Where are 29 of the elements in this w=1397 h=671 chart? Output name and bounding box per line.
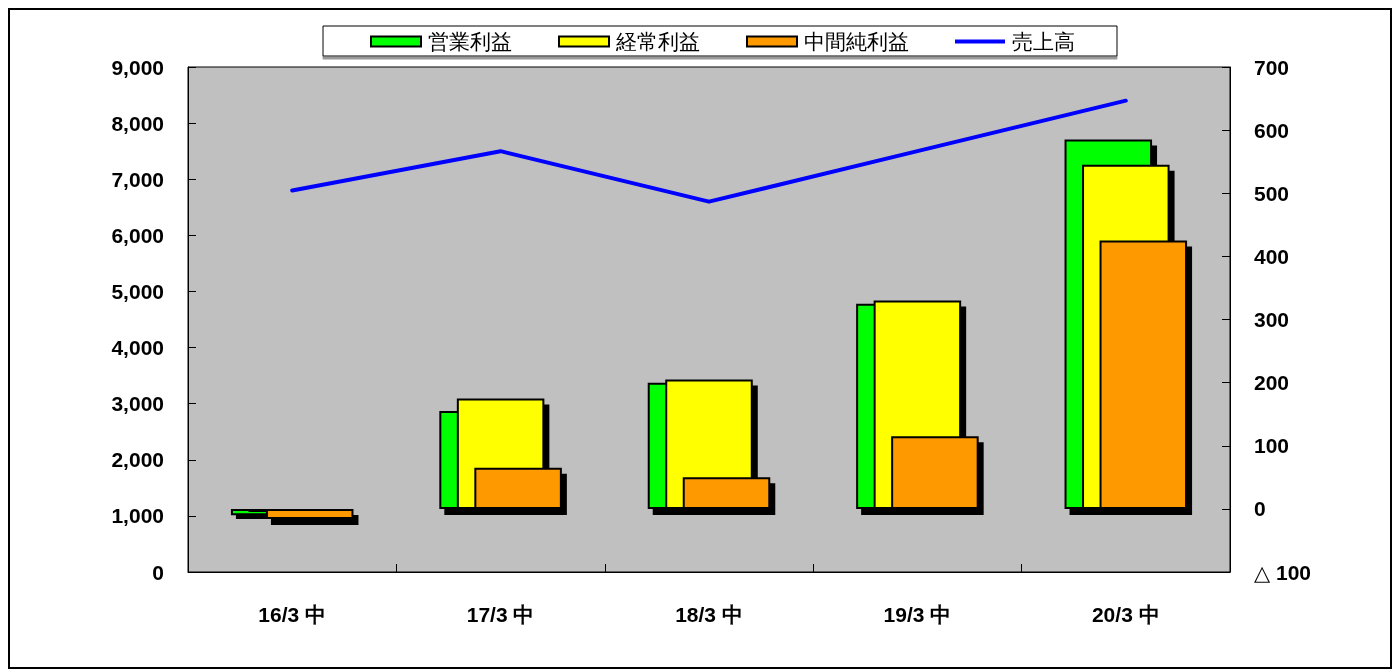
y-tick-label: 3,000	[111, 392, 164, 416]
y-tick-label: 5,000	[111, 279, 164, 303]
y-tick-label: 6,000	[111, 223, 164, 247]
y2-tick-label: △ 100	[1254, 560, 1312, 584]
y-tick-label: 2,000	[111, 448, 164, 472]
x-tick-label: 17/3 中	[466, 603, 535, 626]
y-tick-label: 7,000	[111, 167, 164, 191]
y-tick-label: 0	[152, 560, 164, 584]
legend-label: 営業利益	[428, 30, 512, 53]
legend-label: 中間純利益	[804, 30, 909, 53]
x-tick-label: 19/3 中	[883, 603, 952, 626]
x-tick-label: 20/3 中	[1091, 603, 1160, 626]
y2-tick-label: 100	[1254, 434, 1290, 458]
y2-tick-label: 500	[1254, 181, 1290, 205]
y-tick-label: 1,000	[111, 504, 164, 528]
y2-tick-label: 200	[1254, 371, 1290, 395]
y-tick-label: 4,000	[111, 336, 164, 360]
line-series	[290, 98, 1128, 204]
y-tick-label: 8,000	[111, 111, 164, 135]
y2-tick-label: 400	[1254, 244, 1290, 268]
legend-label: 売上高	[1012, 30, 1075, 53]
y2-tick-label: 700	[1254, 55, 1290, 79]
y2-tick-label: 0	[1254, 497, 1266, 521]
x-tick-label: 18/3 中	[675, 603, 743, 626]
y-tick-label: 9,000	[111, 55, 164, 79]
y2-tick-label: 300	[1254, 308, 1290, 331]
legend-label: 経常利益	[615, 30, 700, 53]
y2-tick-label: 600	[1254, 118, 1290, 142]
x-tick-label: 16/3 中	[258, 603, 327, 626]
